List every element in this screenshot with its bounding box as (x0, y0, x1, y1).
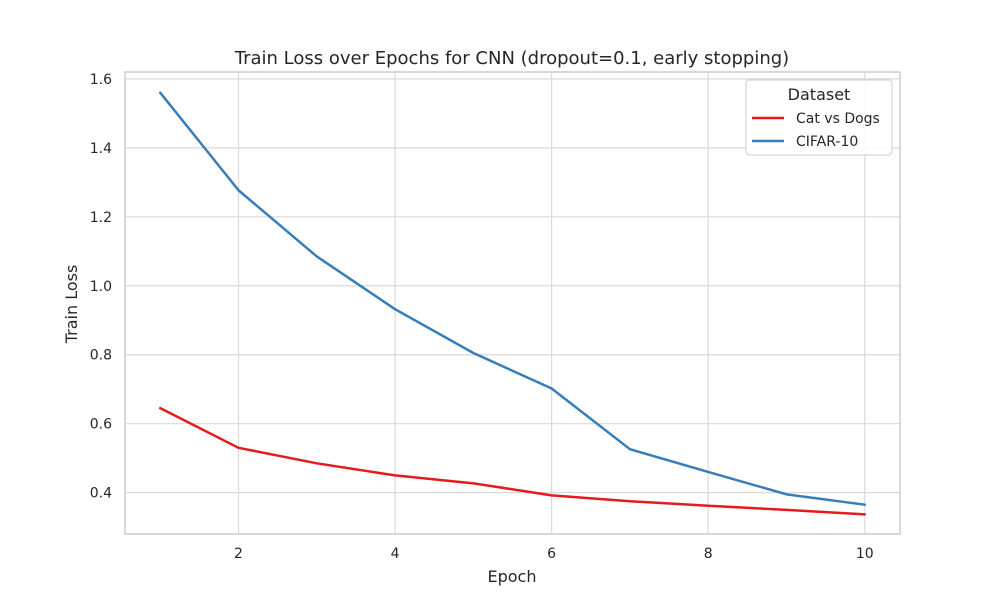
y-tick-label: 1.0 (90, 279, 112, 295)
series-layer (158, 91, 867, 516)
legend-box (745, 79, 893, 156)
x-tick-label: 8 (704, 546, 713, 562)
legend-items: Cat vs Dogs CIFAR-10 (752, 111, 880, 150)
y-tick-label: 1.6 (90, 72, 112, 88)
series-line-cat-vs-dogs (158, 406, 867, 516)
grid (125, 72, 900, 534)
legend-label: CIFAR-10 (796, 134, 858, 150)
legend-title: Dataset (788, 85, 851, 104)
y-tick-label: 1.4 (90, 141, 112, 157)
y-tick-label: 1.2 (90, 210, 112, 226)
y-tick-label: 0.4 (90, 486, 112, 502)
x-tick-label: 10 (856, 546, 874, 562)
plot-frame (124, 71, 901, 535)
x-axis-label: Epoch (488, 567, 537, 586)
x-tick-label: 2 (234, 546, 243, 562)
y-tick-label: 0.6 (90, 417, 112, 433)
y-axis-label: Train Loss (62, 265, 81, 345)
y-axis-ticks: 0.4 0.6 0.8 1.0 1.2 1.4 1.6 (90, 72, 112, 502)
series-line-cifar-10 (158, 91, 867, 506)
y-tick-label: 0.8 (90, 348, 112, 364)
x-tick-label: 4 (391, 546, 400, 562)
legend-label: Cat vs Dogs (796, 111, 880, 127)
chart-title: Train Loss over Epochs for CNN (dropout=… (234, 48, 789, 69)
x-axis-ticks: 2 4 6 8 10 (234, 546, 874, 562)
legend: Dataset Cat vs Dogs CIFAR-10 (745, 79, 893, 156)
x-tick-label: 6 (547, 546, 556, 562)
